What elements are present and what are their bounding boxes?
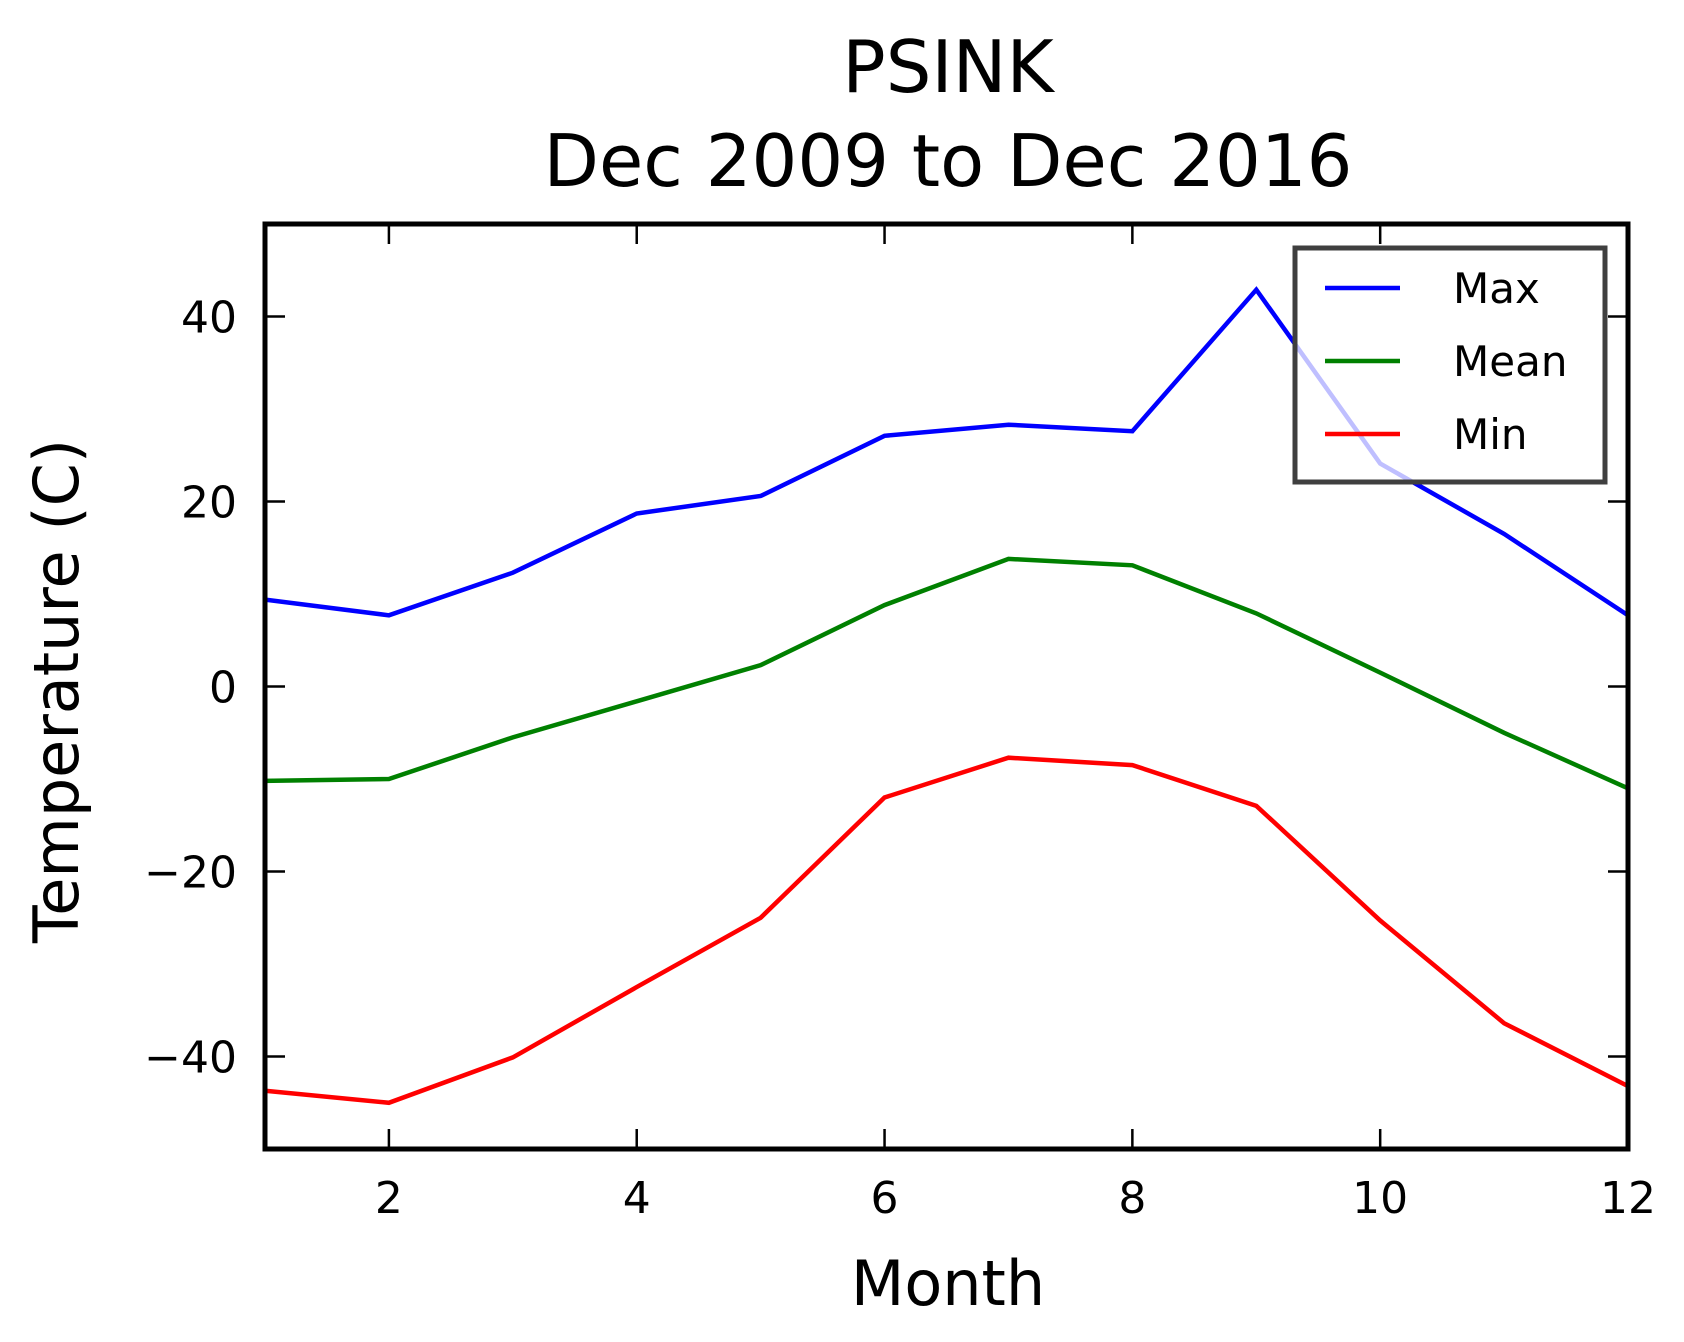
x-axis-label: Month [851, 1247, 1045, 1320]
x-tick-label: 10 [1352, 1173, 1408, 1224]
y-tick-label: 0 [209, 663, 237, 714]
x-tick-label: 6 [871, 1173, 899, 1224]
x-tick-label: 8 [1118, 1173, 1146, 1224]
x-tick-label: 12 [1600, 1173, 1656, 1224]
series-line-min [265, 755, 1628, 1106]
legend-label-max: Max [1453, 264, 1540, 313]
y-tick-label: −40 [144, 1033, 237, 1084]
x-tick-label: 2 [375, 1173, 403, 1224]
legend-label-mean: Mean [1453, 337, 1567, 386]
chart-title: PSINK [842, 25, 1055, 109]
plot-frame [262, 221, 1631, 1152]
y-axis-label: Temperature (C) [20, 439, 93, 944]
plot-area: 2 4 6 8 10 12 −40 −20 0 20 40 [144, 221, 1656, 1224]
y-tick-label: 40 [181, 293, 237, 344]
legend: Max Mean Min [1292, 245, 1608, 485]
y-tick-label: 20 [181, 478, 237, 529]
x-tick-label: 4 [623, 1173, 651, 1224]
legend-label-min: Min [1453, 410, 1528, 459]
chart-subtitle: Dec 2009 to Dec 2016 [544, 119, 1353, 203]
series-line-mean [265, 556, 1628, 791]
y-tick-label: −20 [144, 848, 237, 899]
